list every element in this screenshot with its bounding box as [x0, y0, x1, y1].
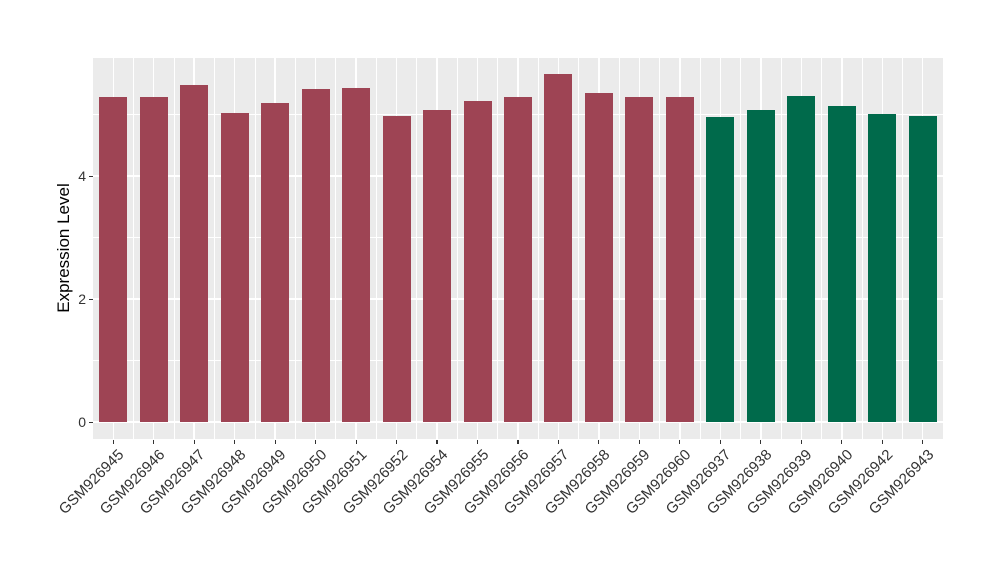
- bar-GSM926939: [787, 96, 816, 422]
- gridline-minor-v: [537, 58, 539, 439]
- x-tick: [153, 440, 155, 444]
- gridline-minor-v: [821, 58, 822, 439]
- bar-GSM926938: [746, 110, 775, 422]
- gridline-minor-v: [861, 58, 863, 439]
- gridline-minor-v: [335, 58, 337, 439]
- y-tick: [89, 421, 93, 423]
- bar-GSM926937: [706, 116, 735, 422]
- bar-GSM926954: [423, 110, 452, 422]
- plot-panel: [93, 58, 943, 439]
- gridline-minor-v: [214, 58, 215, 439]
- x-tick: [679, 440, 681, 444]
- x-tick: [396, 440, 398, 444]
- x-tick: [922, 440, 924, 444]
- x-tick: [112, 440, 114, 444]
- y-tick: [89, 298, 93, 300]
- bar-GSM926948: [220, 112, 249, 422]
- x-tick: [557, 440, 560, 444]
- x-tick: [476, 440, 479, 444]
- gridline-minor-v: [173, 58, 175, 439]
- y-tick-label: 2: [78, 291, 86, 307]
- gridline-minor-v: [497, 58, 499, 439]
- gridline-minor-v: [659, 58, 661, 439]
- gridline-minor-v: [375, 58, 377, 439]
- bar-GSM926956: [504, 96, 532, 422]
- bar-GSM926947: [180, 84, 209, 422]
- x-tick: [881, 440, 883, 444]
- bar-GSM926959: [625, 97, 654, 422]
- x-tick: [517, 440, 519, 444]
- bar-GSM926960: [665, 97, 694, 422]
- x-tick: [274, 440, 276, 444]
- x-tick: [234, 440, 236, 444]
- bar-GSM926949: [261, 102, 290, 422]
- x-tick: [315, 440, 317, 444]
- x-tick: [638, 440, 640, 444]
- y-tick-label: 4: [78, 168, 86, 184]
- gridline-minor-v: [618, 58, 620, 439]
- x-tick: [760, 440, 762, 444]
- bar-GSM926957: [544, 73, 573, 422]
- bar-GSM926951: [342, 88, 371, 422]
- gridline-minor-v: [740, 58, 742, 439]
- gridline-minor-v: [902, 58, 903, 439]
- x-tick: [355, 440, 357, 444]
- x-tick: [719, 440, 721, 444]
- bar-GSM926952: [382, 115, 411, 422]
- gridline-minor-v: [699, 58, 701, 439]
- bar-GSM926942: [868, 113, 897, 422]
- bar-GSM926958: [584, 92, 613, 422]
- bar-GSM926945: [99, 96, 128, 422]
- bar-GSM926955: [463, 100, 492, 422]
- y-tick-label: 0: [78, 414, 86, 430]
- bar-GSM926946: [139, 96, 168, 422]
- gridline-minor-v: [456, 58, 458, 439]
- gridline-minor-v: [294, 58, 296, 439]
- x-tick: [436, 440, 438, 444]
- x-tick: [193, 440, 195, 444]
- y-tick: [89, 175, 93, 177]
- bar-GSM926950: [301, 89, 330, 422]
- gridline-minor-v: [254, 58, 256, 439]
- x-tick: [800, 440, 802, 444]
- gridline-minor-v: [780, 58, 782, 439]
- gridline-minor-v: [578, 58, 580, 439]
- bar-GSM926940: [827, 105, 856, 422]
- gridline-minor-v: [416, 58, 418, 439]
- bar-GSM926943: [908, 115, 937, 422]
- gridline-minor-v: [133, 58, 134, 439]
- x-tick: [598, 440, 600, 444]
- x-tick: [841, 440, 843, 444]
